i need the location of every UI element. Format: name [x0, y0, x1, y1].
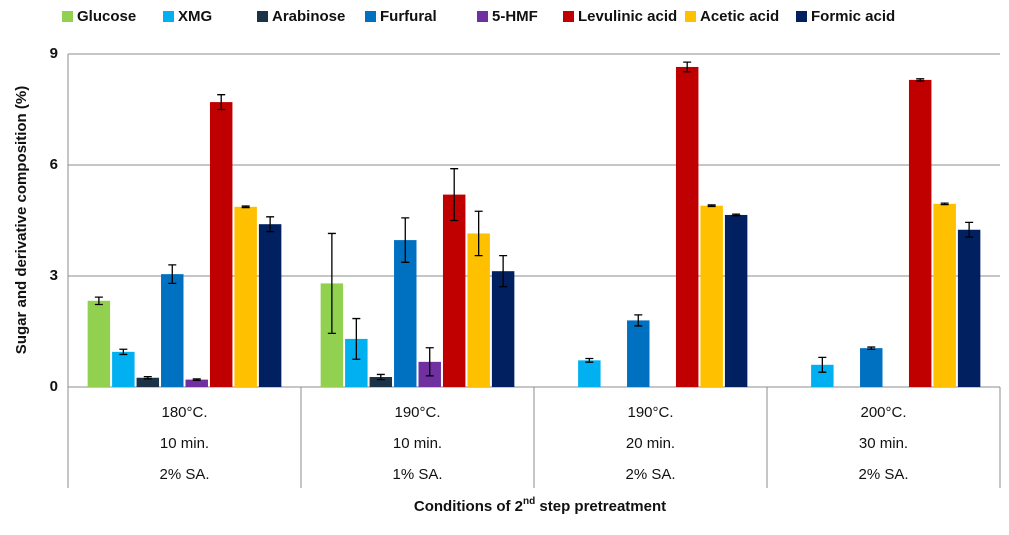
legend-swatch: [365, 11, 376, 22]
error-bar: [683, 61, 692, 73]
error-bar: [119, 348, 128, 356]
bar: [627, 320, 650, 387]
error-bar: [94, 296, 103, 306]
error-bar: [143, 375, 152, 380]
bar: [234, 206, 257, 387]
x-tick-label: 190°C.: [627, 404, 673, 421]
bar: [112, 351, 135, 387]
bar: [467, 233, 490, 387]
bar: [933, 203, 956, 387]
x-tick-label: 2% SA.: [159, 466, 209, 483]
error-bar: [940, 202, 949, 206]
bar: [320, 283, 344, 387]
x-axis-label-part: Conditions of 2: [414, 498, 523, 515]
legend-swatch: [685, 11, 696, 22]
error-bar: [916, 78, 925, 82]
y-tick-label: 9: [50, 45, 58, 62]
x-tick-label: 10 min.: [393, 435, 442, 452]
error-bar: [585, 357, 594, 363]
bar: [161, 274, 184, 387]
legend-label: Formic acid: [811, 8, 895, 25]
y-tick-label: 0: [50, 378, 58, 395]
error-bar: [818, 356, 827, 373]
x-tick-label: 10 min.: [160, 435, 209, 452]
legend-label: Levulinic acid: [578, 8, 677, 25]
x-axis-label-sup: nd: [523, 496, 535, 507]
legend-swatch: [796, 11, 807, 22]
bar: [442, 194, 466, 387]
error-bar: [474, 210, 483, 257]
bar: [87, 300, 111, 387]
legend-swatch: [257, 11, 268, 22]
error-bar: [352, 317, 361, 360]
bar: [345, 338, 368, 387]
error-bar: [732, 213, 741, 217]
error-bar: [499, 255, 508, 288]
legend-label: Glucose: [77, 8, 136, 25]
x-axis-label: Conditions of 2nd step pretreatment: [414, 496, 666, 515]
error-bar: [266, 216, 275, 233]
bar: [185, 379, 208, 387]
bar: [811, 364, 834, 387]
bar: [394, 240, 417, 387]
legend-swatch: [563, 11, 574, 22]
x-tick-label: 20 min.: [626, 435, 675, 452]
error-bar: [707, 204, 716, 208]
bar: [957, 229, 981, 387]
bar: [491, 271, 515, 387]
x-tick-label: 30 min.: [859, 435, 908, 452]
error-bar: [168, 264, 177, 285]
error-bar: [425, 347, 434, 377]
bar: [860, 348, 883, 387]
error-bar: [965, 221, 974, 238]
error-bar: [634, 314, 643, 327]
legend-label: 5-HMF: [492, 8, 538, 25]
error-bar: [217, 94, 226, 111]
legend-swatch: [477, 11, 488, 22]
legend-label: Furfural: [380, 8, 437, 25]
bar: [675, 66, 699, 387]
y-tick-label: 3: [50, 267, 58, 284]
error-bar: [450, 168, 459, 222]
x-tick-label: 180°C.: [161, 404, 207, 421]
bar: [258, 224, 282, 387]
bar: [908, 79, 932, 388]
bar: [136, 377, 160, 387]
x-tick-label: 2% SA.: [858, 466, 908, 483]
bar: [700, 205, 723, 387]
bar: [209, 102, 233, 387]
legend-label: Arabinose: [272, 8, 345, 25]
legend-swatch: [163, 11, 174, 22]
x-axis-label-part: step pretreatment: [535, 498, 666, 515]
x-tick-label: 1% SA.: [392, 466, 442, 483]
x-tick-label: 200°C.: [860, 404, 906, 421]
legend-label: XMG: [178, 8, 212, 25]
x-tick-label: 2% SA.: [625, 466, 675, 483]
y-tick-label: 6: [50, 156, 58, 173]
bar: [369, 377, 393, 387]
x-tick-label: 190°C.: [394, 404, 440, 421]
error-bar: [327, 232, 336, 334]
legend-swatch: [62, 11, 73, 22]
error-bar: [192, 378, 201, 381]
error-bar: [376, 373, 385, 381]
y-axis-label: Sugar and derivative composition (%): [13, 86, 30, 354]
error-bar: [401, 217, 410, 263]
error-bar: [867, 346, 876, 350]
bar: [724, 214, 748, 387]
bar: [578, 360, 601, 387]
error-bar: [241, 205, 250, 209]
legend-label: Acetic acid: [700, 8, 779, 25]
